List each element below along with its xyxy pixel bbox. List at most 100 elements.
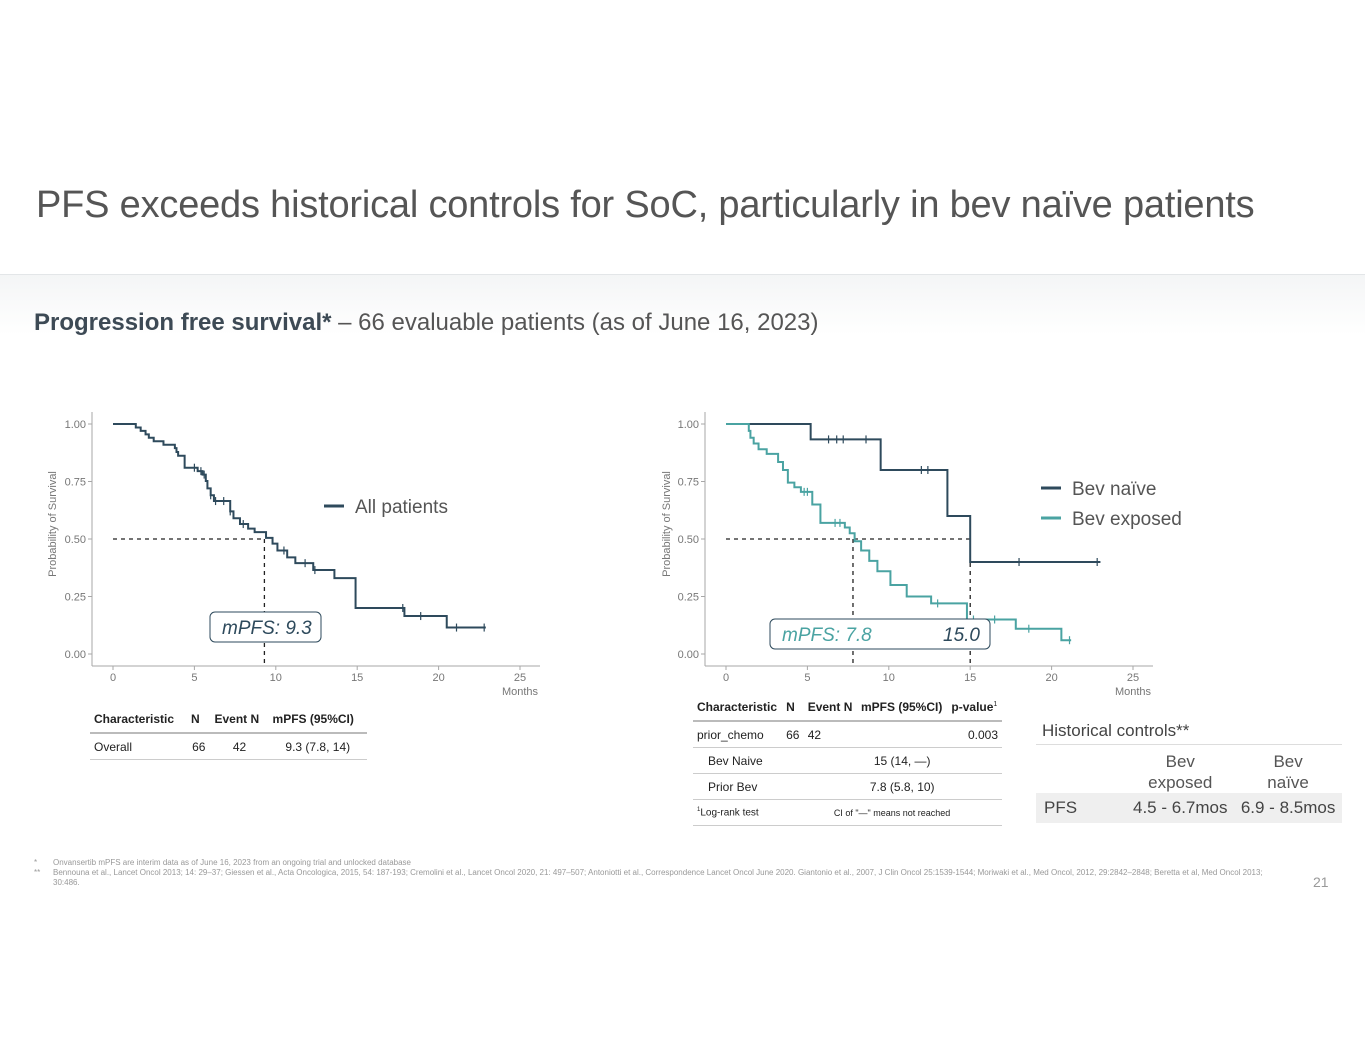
- y-tick-label: 0.25: [678, 592, 699, 604]
- historical-controls: Historical controls** Bev exposed Bev naïv…: [1036, 718, 1342, 823]
- y-tick-label: 0.75: [678, 477, 699, 489]
- table-header: N: [186, 706, 211, 734]
- footnote-marker: **: [34, 868, 41, 877]
- table-footnote-note: CI of "—" means not reached: [782, 799, 1002, 826]
- table-cell: 9.3 (7.8, 14): [268, 733, 367, 760]
- historical-value-naive: 6.9 - 8.5mos: [1240, 798, 1336, 817]
- footnote: * Onvansertib mPFS are interim data as o…: [34, 858, 1274, 868]
- table-cell: Prior Bev: [693, 773, 783, 800]
- footnote-mark: 1: [697, 806, 701, 813]
- x-tick-label: 10: [883, 672, 895, 684]
- table-header: mPFS (95%CI): [268, 706, 367, 734]
- y-tick-label: 0.00: [678, 649, 699, 661]
- footnote-label: Log-rank test: [700, 807, 759, 819]
- chart2-table: Characteristic N Event N mPFS (95%CI) p-…: [693, 694, 1002, 826]
- table-cell: 66: [782, 721, 804, 748]
- y-tick-label: 0.00: [65, 649, 86, 661]
- historical-col-bev-exposed: Bev exposed: [1126, 751, 1234, 793]
- historical-col-label: Bev: [1165, 752, 1195, 771]
- km-curve-all-patients: [113, 423, 486, 629]
- historical-col-label: naïve: [1267, 773, 1309, 792]
- mpfs-box: [209, 611, 322, 643]
- x-tick-label: 20: [432, 672, 444, 684]
- x-tick-label: 0: [110, 672, 116, 684]
- table-header: N: [782, 694, 804, 722]
- mpfs-label: mPFS: 9.3: [222, 618, 312, 639]
- table-cell: 66: [186, 733, 211, 760]
- legend-label: All patients: [355, 497, 448, 518]
- table-row: Prior Bev 7.8 (5.8, 10): [693, 773, 1002, 800]
- historical-title: Historical controls**: [1036, 718, 1342, 745]
- subtitle-bold: Progression free survival*: [34, 309, 332, 336]
- x-tick-label: 25: [1127, 672, 1139, 684]
- table-row: prior_chemo 66 42 0.003: [693, 721, 1002, 748]
- historical-col-label: exposed: [1148, 773, 1213, 792]
- historical-col-label: Bev: [1273, 752, 1303, 771]
- historical-header-row: Bev exposed Bev naïve: [1036, 745, 1342, 793]
- y-tick-label: 0.25: [65, 592, 86, 604]
- km-chart-all-patients: 0.00 0.25 0.50 0.75 1.00 0 5 10 15 20 25 Months Prob…: [47, 412, 540, 698]
- historical-col-bev-naive: Bev naïve: [1234, 751, 1342, 793]
- y-tick-label: 0.75: [65, 477, 86, 489]
- table-header-row: Characteristic N Event N mPFS (95%CI): [90, 706, 367, 734]
- table-header: mPFS (95%CI): [857, 694, 948, 722]
- subtitle-rest: – 66 evaluable patients (as of June 16, …: [331, 309, 819, 336]
- pvalue-mark: 1: [993, 701, 998, 708]
- table-header: Event N: [210, 706, 269, 734]
- table-header: Characteristic: [90, 706, 187, 734]
- mpfs-label: mPFS: 7.8: [782, 625, 872, 646]
- km-curve-bev-na-ve: [726, 423, 1101, 563]
- footnotes: * Onvansertib mPFS are interim data as o…: [34, 858, 1274, 888]
- table-footnote-row: 1Log-rank test CI of "—" means not reach…: [693, 799, 1002, 826]
- table-cell: Bev Naive: [693, 747, 783, 774]
- legend-label: Bev naïve: [1072, 479, 1157, 500]
- table-cell: 7.8 (5.8, 10): [857, 773, 948, 800]
- table-cell: 42: [803, 721, 857, 748]
- y-tick-label: 1.00: [65, 419, 86, 431]
- x-tick-label: 20: [1045, 672, 1057, 684]
- km-curve-bev-exposed: [726, 423, 1072, 642]
- table-cell: [947, 773, 1002, 800]
- chart1-table: Characteristic N Event N mPFS (95%CI) Ov…: [90, 706, 367, 760]
- table-cell: prior_chemo: [693, 721, 783, 748]
- page-number: 21: [1313, 874, 1329, 890]
- historical-row-label: PFS: [1044, 798, 1078, 817]
- table-cell: 42: [210, 733, 269, 760]
- historical-value-exposed: 4.5 - 6.7mos: [1133, 798, 1228, 817]
- table-cell: [803, 747, 857, 774]
- footnote-text: Bennouna et al., Lancet Oncol 2013; 14: …: [53, 868, 1263, 887]
- table-cell: 0.003: [947, 721, 1002, 748]
- subtitle: Progression free survival* – 66 evaluabl…: [34, 309, 818, 337]
- table-header-row: Characteristic N Event N mPFS (95%CI) p-…: [693, 694, 1002, 722]
- x-axis-label: Months: [1115, 686, 1152, 698]
- table-row: Bev Naive 15 (14, —): [693, 747, 1002, 774]
- y-tick-label: 1.00: [678, 419, 699, 431]
- table-cell: [947, 747, 1002, 774]
- legend-label: Bev exposed: [1072, 509, 1182, 530]
- table-footnote: 1Log-rank test: [693, 799, 783, 826]
- x-tick-label: 25: [514, 672, 526, 684]
- table-cell: [782, 773, 804, 800]
- x-tick-label: 15: [964, 672, 976, 684]
- header-band: [0, 0, 1365, 275]
- table-cell: 15 (14, —): [857, 747, 948, 774]
- x-tick-label: 10: [270, 672, 282, 684]
- table-cell: [782, 747, 804, 774]
- historical-header-blank: [1036, 751, 1126, 793]
- x-tick-label: 0: [723, 672, 729, 684]
- x-axis-label: Months: [502, 686, 539, 698]
- x-tick-label: 15: [351, 672, 363, 684]
- table-cell: [803, 773, 857, 800]
- mpfs-box: [769, 618, 991, 650]
- y-axis-label: Probability of Survival: [47, 471, 59, 577]
- x-tick-label: 5: [191, 672, 197, 684]
- table-cell: Overall: [90, 733, 187, 760]
- footnote: ** Bennouna et al., Lancet Oncol 2013; 1…: [34, 868, 1274, 888]
- mpfs-label-2: 15.0: [943, 625, 980, 646]
- footnote-text: Onvansertib mPFS are interim data as of …: [53, 858, 411, 867]
- footnote-marker: *: [34, 858, 38, 867]
- table-cell: [857, 721, 948, 748]
- table-header: Event N: [803, 694, 857, 722]
- y-tick-label: 0.50: [678, 534, 699, 546]
- y-axis-label: Probability of Survival: [661, 471, 673, 577]
